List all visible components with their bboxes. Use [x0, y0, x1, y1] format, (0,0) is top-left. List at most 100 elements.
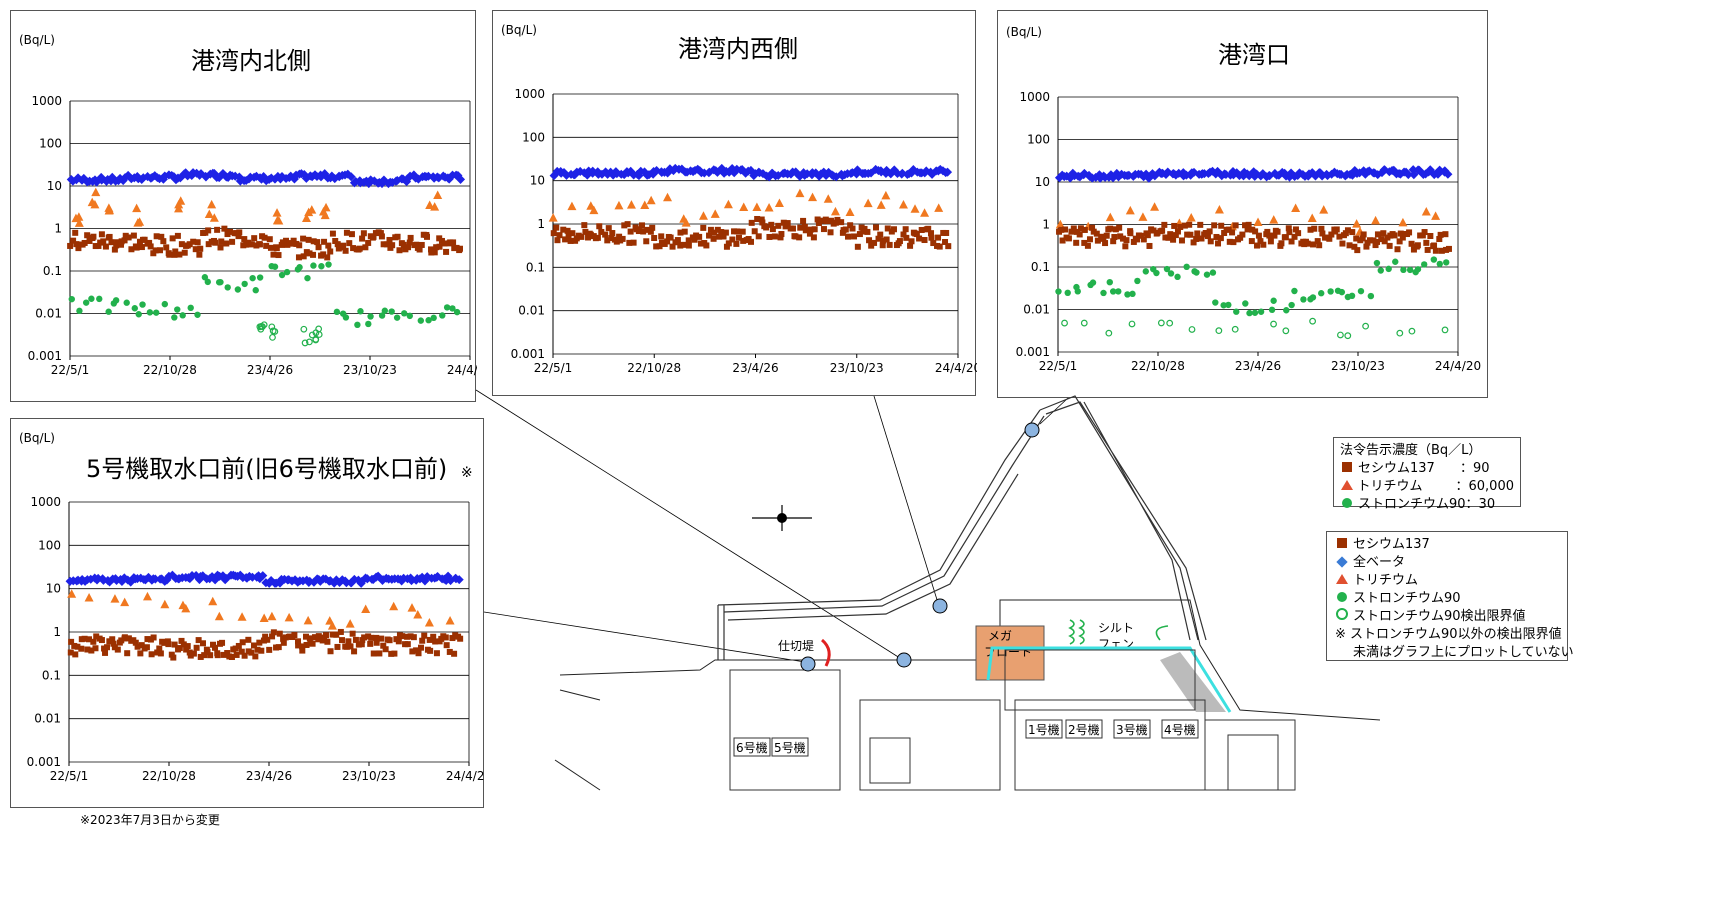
data-point-sr [82, 299, 90, 306]
data-point-cs [1363, 243, 1370, 250]
data-point-srl [1441, 326, 1449, 334]
data-point-cs [1207, 238, 1214, 245]
data-point-cs [734, 228, 741, 235]
leader-line-unit5 [483, 611, 806, 663]
data-point-cs [723, 243, 730, 250]
quay-outline [554, 599, 1381, 791]
data-point-cs [943, 229, 950, 236]
y-tick-label: 10 [47, 179, 62, 193]
data-point-cs [864, 228, 871, 235]
data-point-cs [1316, 242, 1323, 249]
data-point-cs [680, 241, 687, 248]
data-point-cs [322, 632, 329, 639]
data-point-cs [378, 233, 385, 240]
unit2-label: 2号機 [1068, 722, 1100, 737]
data-point-cs [1213, 233, 1220, 240]
data-point-cs [1374, 231, 1381, 238]
data-point-cs [856, 231, 863, 238]
data-point-cs [801, 223, 808, 230]
data-point-cs [1239, 231, 1246, 238]
data-point-cs [236, 229, 243, 236]
data-point-cs [295, 254, 302, 261]
data-point-cs [1245, 221, 1252, 228]
data-point-cs [710, 235, 717, 242]
data-point-cs [441, 240, 448, 247]
data-point-sr [201, 274, 209, 281]
data-point-cs [95, 242, 102, 249]
data-point-cs [602, 231, 609, 238]
data-point-beta [258, 571, 268, 581]
beta-diamond-icon [1335, 554, 1349, 572]
data-point-cs [711, 229, 718, 236]
data-point-cs [365, 239, 372, 246]
data-point-cs [1339, 240, 1346, 247]
sampling-point-west[interactable] [932, 598, 948, 614]
data-point-cs [562, 236, 569, 243]
data-point-cs [747, 238, 754, 245]
data-point-cs [362, 244, 369, 251]
chart-title: 港湾内北側 [191, 47, 311, 75]
data-point-cs [98, 637, 105, 644]
data-point-cs [427, 647, 434, 654]
data-point-cs [1304, 240, 1311, 247]
data-point-cs [1137, 232, 1144, 239]
y-tick-label: 0.001 [1016, 345, 1050, 359]
data-point-cs [377, 230, 384, 237]
data-point-sr [1233, 308, 1240, 315]
data-point-cs [751, 228, 758, 235]
data-point-sr [1129, 290, 1136, 298]
data-point-cs [351, 648, 358, 655]
data-point-cs [1122, 243, 1129, 250]
data-point-tri [208, 596, 218, 606]
data-point-cs [359, 235, 366, 242]
data-point-beta [456, 174, 466, 184]
data-point-cs [310, 251, 317, 258]
legend-label: セシウム137 [1353, 537, 1430, 552]
y-tick-label: 10 [530, 174, 545, 188]
data-point-sr [1153, 269, 1160, 277]
data-point-sr [131, 305, 138, 312]
x-tick-label: 23/4/26 [1235, 359, 1281, 373]
data-point-cs [1218, 222, 1225, 229]
data-point-cs [178, 637, 185, 644]
data-point-cs [380, 642, 387, 649]
data-point-sr [1100, 289, 1107, 297]
data-point-cs [766, 233, 773, 240]
data-point-cs [218, 238, 225, 245]
data-point-srl [1344, 332, 1352, 340]
data-point-cs [361, 634, 368, 641]
data-point-sr [1443, 259, 1450, 266]
data-point-sr [381, 307, 389, 314]
data-point-cs [1419, 232, 1426, 239]
data-point-cs [1133, 236, 1140, 243]
data-point-cs [1093, 230, 1100, 237]
y-tick-label: 0.001 [511, 347, 545, 361]
data-point-cs [1437, 231, 1444, 238]
data-point-cs [291, 632, 298, 639]
data-point-sr [365, 320, 372, 328]
data-point-srl [306, 338, 313, 346]
data-point-sr [1089, 279, 1097, 286]
data-point-cs [1116, 224, 1123, 231]
data-point-cs [1406, 229, 1413, 236]
data-point-cs [186, 649, 193, 656]
data-point-cs [674, 237, 681, 244]
sampling-point-unit5[interactable] [800, 656, 816, 672]
data-point-cs [373, 634, 380, 641]
data-point-cs [782, 223, 789, 230]
sampling-point-mouth[interactable] [1024, 422, 1040, 438]
data-point-tri [237, 612, 247, 621]
data-point-cs [306, 635, 313, 642]
data-point-cs [430, 633, 437, 640]
data-point-tri [1214, 205, 1224, 214]
data-point-sr [139, 301, 146, 308]
data-point-tri [110, 594, 120, 603]
data-point-cs [1130, 238, 1137, 245]
sampling-point-north[interactable] [896, 652, 912, 668]
data-point-cs [1267, 238, 1274, 245]
data-point-cs [796, 234, 803, 241]
data-point-cs [731, 228, 738, 235]
data-point-sr [378, 312, 386, 319]
